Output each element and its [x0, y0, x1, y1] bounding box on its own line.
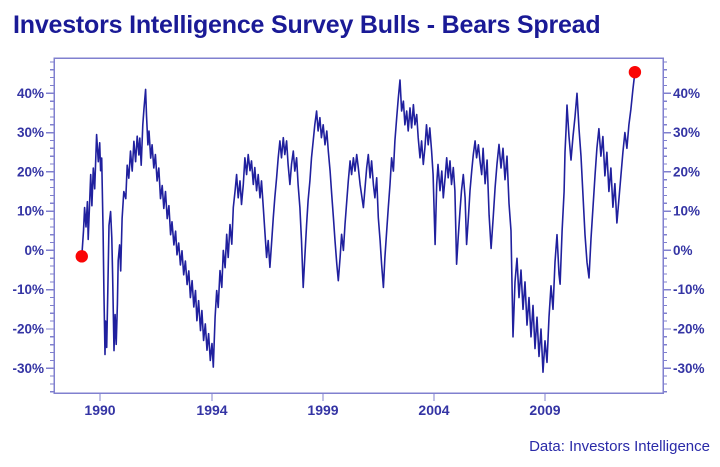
series-line [81, 71, 636, 374]
start-point-marker [75, 250, 88, 263]
y-axis-label-right: 40% [673, 86, 700, 101]
y-axis-label-right: -20% [673, 321, 705, 336]
x-axis-label: 2009 [529, 402, 560, 418]
x-axis-label: 1999 [307, 402, 338, 418]
y-axis-label-left: 40% [17, 86, 44, 101]
plot-frame [53, 57, 664, 394]
y-axis-label-right: 30% [673, 125, 700, 140]
y-axis-label-right: 10% [673, 204, 700, 219]
x-axis-label: 2004 [418, 402, 449, 418]
y-axis-label-left: 20% [17, 164, 44, 179]
y-axis-label-left: -30% [12, 361, 44, 376]
y-axis-label-left: 10% [17, 204, 44, 219]
y-axis-label-right: -10% [673, 282, 705, 297]
y-axis-label-right: 0% [673, 243, 693, 258]
x-axis-label: 1990 [84, 402, 115, 418]
y-axis-label-left: -10% [12, 282, 44, 297]
y-axis-label-right: -30% [673, 361, 705, 376]
y-axis-label-left: -20% [12, 321, 44, 336]
chart-title: Investors Intelligence Survey Bulls - Be… [13, 11, 601, 39]
y-axis-label-left: 0% [24, 243, 44, 258]
y-axis-label-right: 20% [673, 164, 700, 179]
data-source-note: Data: Investors Intelligence [529, 438, 710, 455]
x-axis-label: 1994 [196, 402, 227, 418]
y-axis-label-left: 30% [17, 125, 44, 140]
end-point-marker [628, 65, 642, 79]
